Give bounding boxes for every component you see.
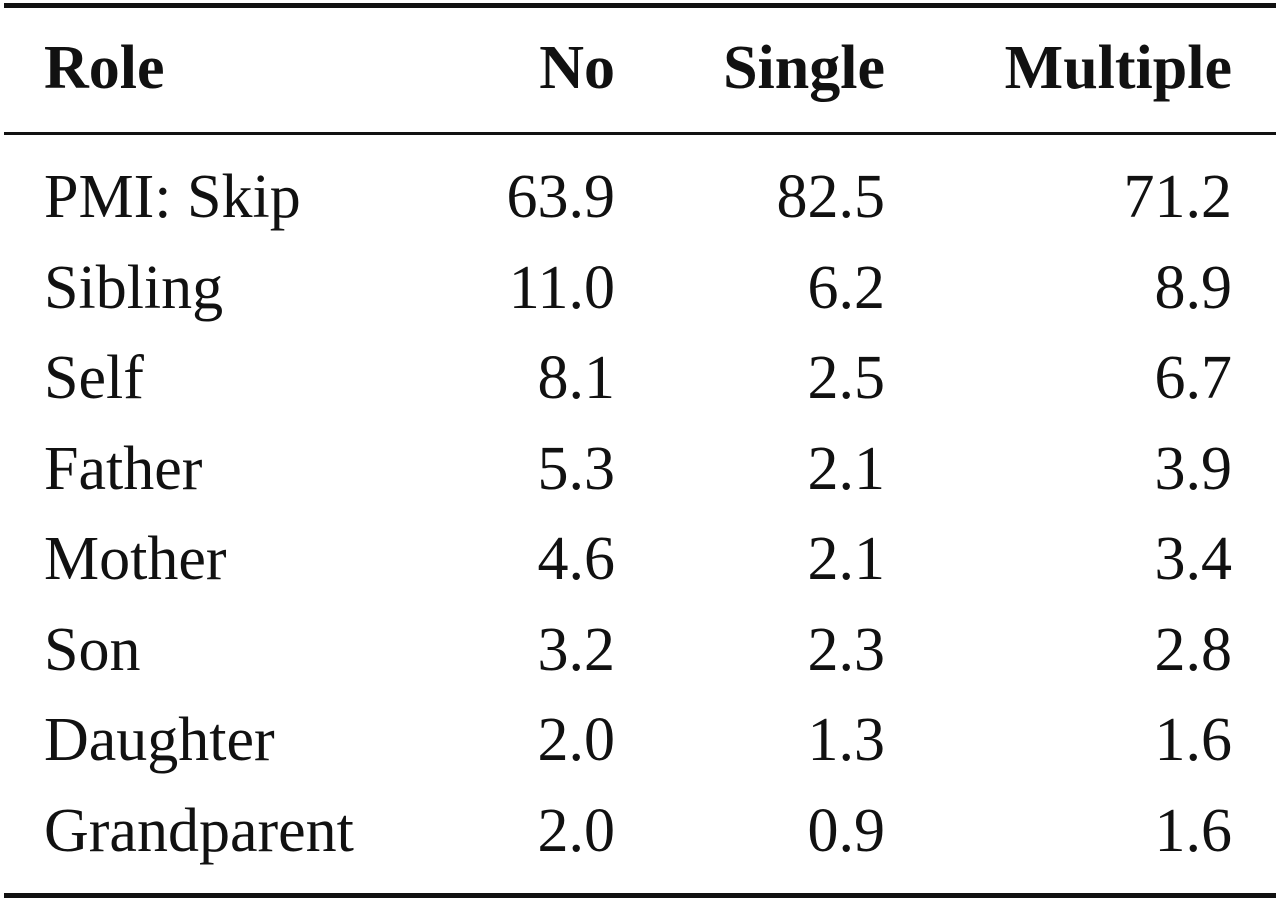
row-label: Daughter — [44, 706, 275, 774]
header-cell: Multiple — [1004, 34, 1232, 102]
row-label: Grandparent — [44, 796, 354, 865]
table-cell: 63.9 — [506, 163, 616, 231]
table-cell: 2.0 — [537, 706, 616, 774]
table-cell: 6.7 — [1154, 344, 1233, 412]
table-cell: 1.6 — [1154, 706, 1233, 774]
table-cell: 2.0 — [537, 796, 616, 865]
table-cell: 0.9 — [807, 796, 886, 865]
table-cell: 3.4 — [1154, 525, 1233, 593]
table-cell: 2.3 — [807, 615, 886, 684]
header-cell: Single — [723, 34, 885, 102]
bottom-rule — [4, 893, 1276, 898]
table-cell: 6.2 — [807, 253, 886, 322]
table-cell: 2.5 — [807, 344, 886, 412]
table-cell: 1.6 — [1154, 796, 1233, 865]
table-cell: 2.1 — [807, 434, 886, 503]
table-cell: 2.1 — [807, 525, 886, 593]
table-cell: 5.3 — [537, 434, 616, 503]
header-rule — [4, 132, 1276, 135]
table-cell: 4.6 — [537, 525, 616, 593]
header-cell: Role — [44, 34, 165, 102]
table-cell: 11.0 — [508, 253, 615, 322]
table-cell: 8.1 — [537, 344, 616, 412]
row-label: Father — [44, 434, 203, 503]
row-label: Son — [44, 615, 141, 684]
table-cell: 3.2 — [537, 615, 616, 684]
row-label: PMI: Skip — [44, 163, 301, 231]
table-cell: 3.9 — [1154, 434, 1233, 503]
table-cell: 8.9 — [1154, 253, 1233, 322]
row-label: Self — [44, 344, 144, 412]
top-rule — [4, 3, 1276, 8]
table-cell: 2.8 — [1154, 615, 1233, 684]
row-label: Mother — [44, 525, 227, 593]
table-cell: 71.2 — [1123, 163, 1233, 231]
table-cell: 1.3 — [807, 706, 886, 774]
header-cell: No — [539, 34, 615, 102]
row-label: Sibling — [44, 253, 224, 322]
table-cell: 82.5 — [776, 163, 886, 231]
